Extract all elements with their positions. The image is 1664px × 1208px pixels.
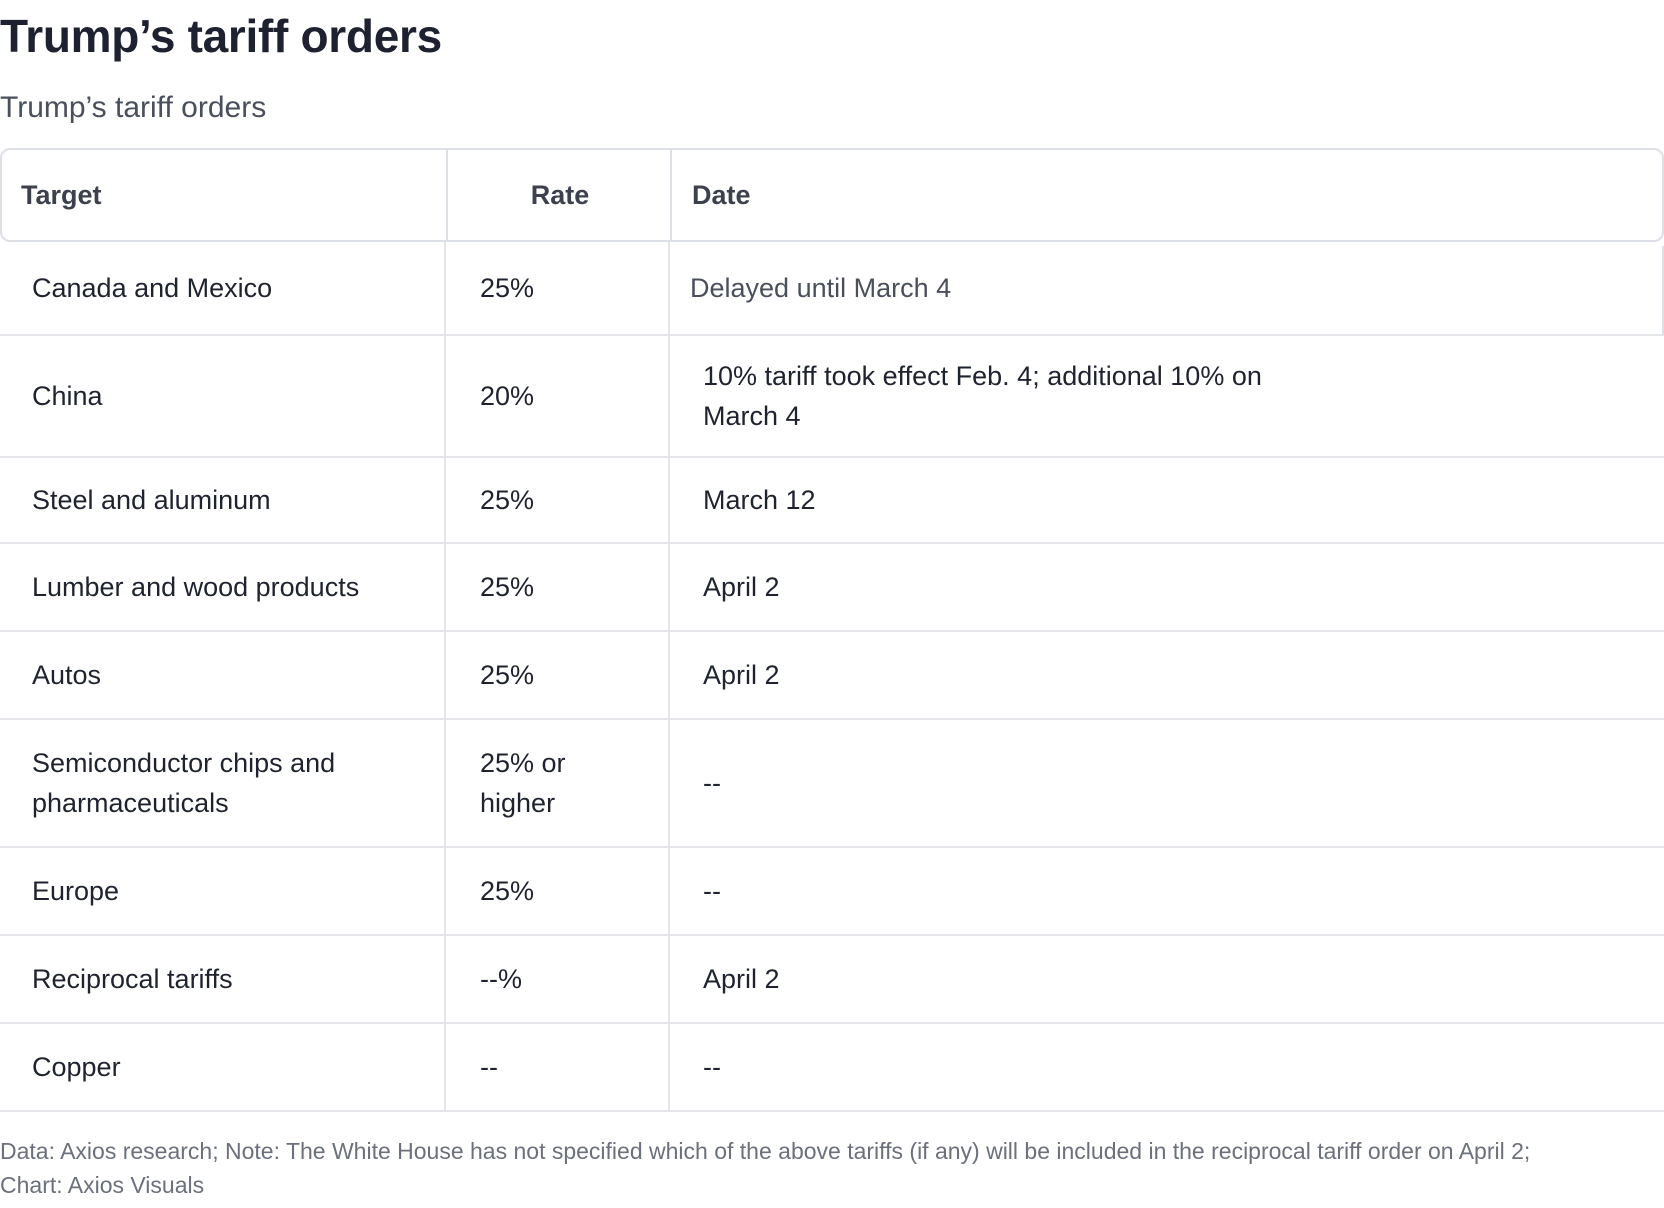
- cell-target: Steel and aluminum: [32, 485, 271, 515]
- cell-date: --: [703, 768, 721, 798]
- column-divider: [444, 242, 446, 334]
- cell-date: Delayed until March 4: [690, 273, 952, 303]
- column-divider: [668, 632, 670, 718]
- table-row: China 20% 10% tariff took effect Feb. 4;…: [0, 336, 1664, 458]
- column-divider: [668, 458, 670, 542]
- table-row: Reciprocal tariffs --% April 2: [0, 936, 1664, 1024]
- table-row: Copper -- --: [0, 1024, 1664, 1112]
- table-row: Autos 25% April 2: [0, 632, 1664, 720]
- table-body: Canada and Mexico 25% Delayed until Marc…: [0, 242, 1664, 1112]
- column-divider: [444, 848, 446, 934]
- cell-date: April 2: [703, 660, 780, 690]
- cell-target: Autos: [32, 660, 102, 690]
- column-divider: [446, 150, 448, 240]
- cell-target: Europe: [32, 876, 120, 906]
- table-row: Europe 25% --: [0, 848, 1664, 936]
- cell-rate: 25%: [480, 273, 535, 303]
- cell-target: Canada and Mexico: [32, 273, 273, 303]
- column-divider: [444, 1024, 446, 1110]
- column-divider: [668, 720, 670, 846]
- column-divider: [444, 936, 446, 1022]
- column-divider: [444, 632, 446, 718]
- column-header-date[interactable]: Date: [692, 180, 751, 210]
- cell-rate: 25%: [480, 485, 535, 515]
- cell-date: April 2: [703, 964, 780, 994]
- column-header-target[interactable]: Target: [21, 180, 102, 210]
- cell-target: Lumber and wood products: [32, 572, 360, 602]
- column-divider: [444, 544, 446, 630]
- column-divider: [668, 242, 670, 334]
- cell-rate: --%: [480, 964, 522, 994]
- table-row: Steel and aluminum 25% March 12: [0, 458, 1664, 544]
- column-divider: [668, 544, 670, 630]
- column-divider: [668, 1024, 670, 1110]
- cell-date: March 12: [703, 485, 816, 515]
- cell-rate: 25%: [480, 572, 535, 602]
- cell-date: --: [703, 876, 721, 906]
- chart-subtitle: Trump’s tariff orders: [0, 91, 267, 124]
- tariff-table: Target Rate Date Canada and Mexico 25% D…: [0, 148, 1664, 1112]
- column-divider: [444, 720, 446, 846]
- cell-rate: 25%: [480, 660, 535, 690]
- table-row: Lumber and wood products 25% April 2: [0, 544, 1664, 632]
- cell-target: China: [32, 381, 103, 411]
- table-row: Canada and Mexico 25% Delayed until Marc…: [0, 242, 1664, 336]
- cell-target: Copper: [32, 1052, 121, 1082]
- column-header-rate[interactable]: Rate: [530, 180, 590, 210]
- column-divider: [444, 336, 446, 456]
- column-divider: [668, 336, 670, 456]
- page-title: Trump’s tariff orders: [0, 10, 442, 62]
- table-row: Semiconductor chips and pharmaceuticals …: [0, 720, 1664, 848]
- cell-date: April 2: [703, 572, 780, 602]
- row-edge: [1662, 246, 1664, 334]
- table-header-row: Target Rate Date: [0, 148, 1664, 242]
- column-divider: [670, 150, 672, 240]
- cell-date: --: [703, 1052, 721, 1082]
- cell-rate: --: [480, 1052, 498, 1082]
- cell-rate: 25%: [480, 876, 535, 906]
- column-divider: [444, 458, 446, 542]
- cell-rate: 25% or higher: [480, 748, 566, 818]
- cell-date: 10% tariff took effect Feb. 4; additiona…: [703, 361, 1262, 431]
- cell-target: Semiconductor chips and pharmaceuticals: [32, 748, 336, 818]
- column-divider: [668, 936, 670, 1022]
- column-divider: [668, 848, 670, 934]
- cell-target: Reciprocal tariffs: [32, 964, 233, 994]
- cell-rate: 20%: [480, 381, 535, 411]
- chart-footnote: Data: Axios research; Note: The White Ho…: [0, 1138, 1531, 1198]
